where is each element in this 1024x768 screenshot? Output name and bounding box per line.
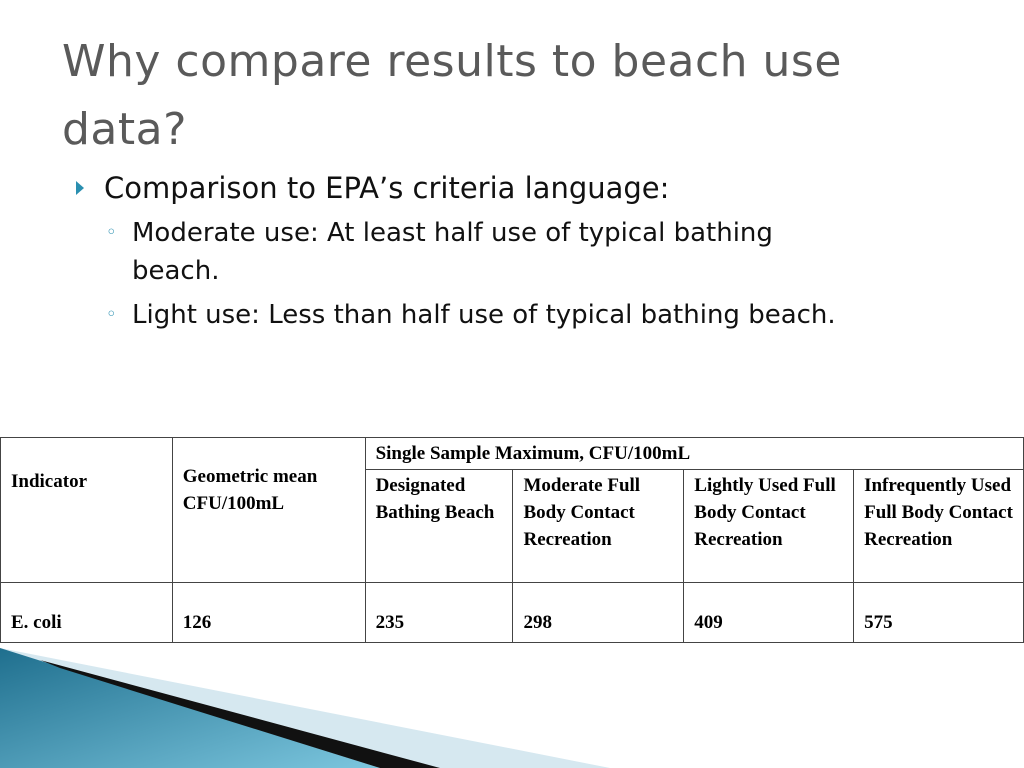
table-cell: E. coli [0,582,173,643]
group-header-cell: Single Sample Maximum, CFU/100mL [364,437,1024,470]
header-cell: Designated Bathing Beach [364,469,514,583]
table-row: E. coli 126 235 298 409 575 [0,582,1024,643]
sub-bullet: ◦ Light use: Less than half use of typica… [106,300,836,330]
header-cell: Infrequently Used Full Body Contact Recr… [853,469,1024,583]
bullet-list: Comparison to EPA’s criteria language: ◦… [76,168,936,334]
table-cell: 126 [171,582,366,643]
header-cell: Indicator [0,437,173,583]
table-cell: 575 [853,582,1024,643]
header-cell: Geometric mean CFU/100mL [171,437,366,583]
sub-bullet-text: Light use: Less than half use of typical… [132,300,836,330]
table-cell: 235 [364,582,514,643]
table-cell: 298 [512,582,685,643]
header-cell: Lightly Used Full Body Contact Recreatio… [683,469,855,583]
sub-bullet: ◦ Moderate use: At least half use of typi… [106,218,773,286]
criteria-table: Indicator Geometric mean CFU/100mL Singl… [0,437,1024,643]
swoosh-dark [40,660,440,768]
bullet: Comparison to EPA’s criteria language: [76,168,936,208]
table-cell: 409 [683,582,855,643]
sub-bullet-text: Moderate use: At least half use of typic… [132,218,773,286]
bullet-text: Comparison to EPA’s criteria language: [104,171,670,205]
header-cell: Moderate Full Body Contact Recreation [512,469,685,583]
slide-title: Why compare results to beach use data? [62,36,842,155]
